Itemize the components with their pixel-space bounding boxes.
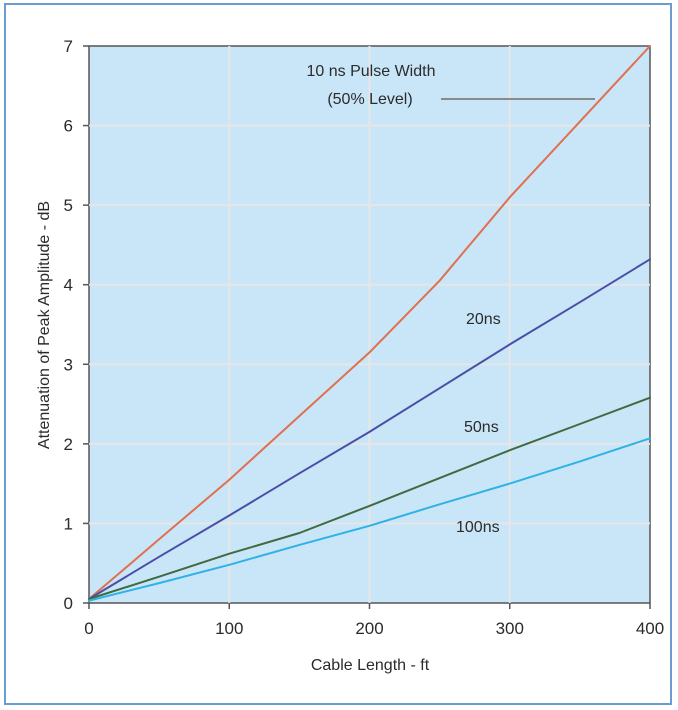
x-tick-label-0: 0 — [84, 619, 93, 638]
series-line-100ns — [88, 437, 651, 602]
series-label-100ns: 100ns — [456, 519, 500, 536]
series-label-10ns-line2: (50% Level) — [327, 91, 412, 108]
series-line-20ns — [88, 258, 651, 600]
series-label-20ns: 20ns — [466, 311, 501, 328]
series-label-50ns: 50ns — [464, 419, 499, 436]
x-tick-label-3: 300 — [496, 619, 524, 638]
x-tick-label-4: 400 — [636, 619, 664, 638]
y-tick-label-2: 2 — [64, 435, 73, 454]
series-line-50ns — [88, 396, 651, 600]
y-tick-label-5: 5 — [64, 196, 73, 215]
y-tick-label-0: 0 — [64, 594, 73, 613]
series-label-10ns-line1: 10 ns Pulse Width — [307, 63, 436, 80]
y-tick-label-3: 3 — [64, 355, 73, 374]
y-tick-label-4: 4 — [64, 276, 73, 295]
y-tick-label-6: 6 — [64, 117, 73, 136]
y-axis-label: Attenuation of Peak Amplitude - dB — [36, 201, 53, 449]
series-line-10ns — [88, 45, 651, 600]
y-tick-label-1: 1 — [64, 514, 73, 533]
x-tick-label-2: 200 — [355, 619, 383, 638]
y-tick-label-7: 7 — [64, 37, 73, 56]
x-tick-label-1: 100 — [215, 619, 243, 638]
x-axis-label: Cable Length - ft — [311, 657, 430, 674]
